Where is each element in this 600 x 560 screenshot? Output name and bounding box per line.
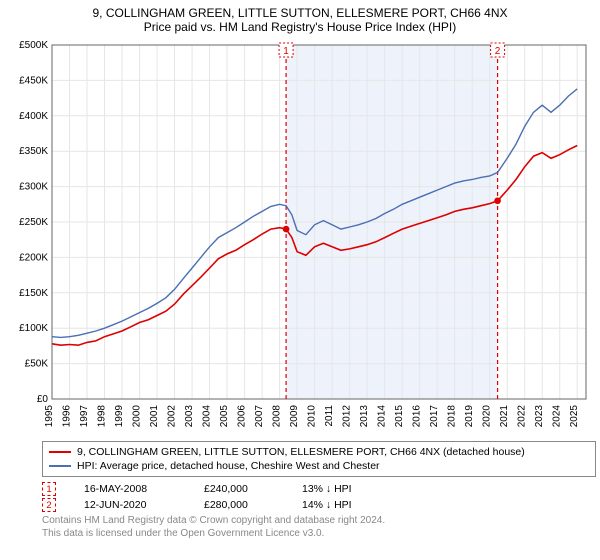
svg-text:1998: 1998 <box>97 404 108 427</box>
svg-text:2006: 2006 <box>237 404 248 427</box>
sale-date-2: 12-JUN-2020 <box>84 499 176 511</box>
legend-row-hpi: HPI: Average price, detached house, Ches… <box>49 459 589 473</box>
sale-hpi-2: 14% ↓ HPI <box>302 499 352 511</box>
chart-svg: £0 £50K £100K £150K £200K £250K £300K £350K £400… <box>10 37 590 437</box>
sale-price-1: £240,000 <box>204 483 274 495</box>
svg-text:2008: 2008 <box>272 404 283 427</box>
svg-text:2001: 2001 <box>149 404 160 427</box>
svg-text:2023: 2023 <box>534 404 545 427</box>
sale-hpi-1: 13% ↓ HPI <box>302 483 352 495</box>
svg-text:2012: 2012 <box>342 404 353 427</box>
svg-text:2009: 2009 <box>289 404 300 427</box>
title-block: 9, COLLINGHAM GREEN, LITTLE SUTTON, ELLE… <box>0 0 600 37</box>
svg-text:2021: 2021 <box>499 404 510 427</box>
svg-text:£500K: £500K <box>19 40 48 51</box>
license-line-2: This data is licensed under the Open Gov… <box>42 528 596 541</box>
svg-text:2002: 2002 <box>167 404 178 427</box>
svg-text:2015: 2015 <box>394 404 405 427</box>
sale-date-1: 16-MAY-2008 <box>84 483 176 495</box>
svg-text:£200K: £200K <box>19 252 48 263</box>
sale-marker-1: 1 <box>42 482 56 496</box>
svg-text:2017: 2017 <box>429 404 440 427</box>
svg-text:1: 1 <box>283 46 289 57</box>
sale-marker-2: 2 <box>42 498 56 512</box>
svg-text:2004: 2004 <box>202 404 213 427</box>
svg-text:2019: 2019 <box>464 404 475 427</box>
svg-text:£350K: £350K <box>19 146 48 157</box>
svg-text:2020: 2020 <box>482 404 493 427</box>
svg-text:2010: 2010 <box>307 404 318 427</box>
svg-text:2007: 2007 <box>254 404 265 427</box>
svg-text:2022: 2022 <box>517 404 528 427</box>
legend-row-property: 9, COLLINGHAM GREEN, LITTLE SUTTON, ELLE… <box>49 445 589 459</box>
svg-text:2024: 2024 <box>552 404 563 427</box>
svg-text:2011: 2011 <box>324 404 335 426</box>
title-line-1: 9, COLLINGHAM GREEN, LITTLE SUTTON, ELLE… <box>0 6 600 20</box>
sale-price-2: £280,000 <box>204 499 274 511</box>
footer: 9, COLLINGHAM GREEN, LITTLE SUTTON, ELLE… <box>42 441 596 540</box>
svg-text:£100K: £100K <box>19 323 48 334</box>
svg-text:2005: 2005 <box>219 404 230 427</box>
svg-text:2013: 2013 <box>359 404 370 427</box>
svg-text:£300K: £300K <box>19 181 48 192</box>
svg-text:2016: 2016 <box>412 404 423 427</box>
svg-text:1996: 1996 <box>62 404 73 427</box>
svg-text:2025: 2025 <box>569 404 580 427</box>
license-line-1: Contains HM Land Registry data © Crown c… <box>42 515 596 528</box>
legend-swatch-property <box>49 451 71 453</box>
svg-text:2: 2 <box>495 46 501 57</box>
sale-row-2: 2 12-JUN-2020 £280,000 14% ↓ HPI <box>42 497 596 513</box>
svg-text:£250K: £250K <box>19 217 48 228</box>
svg-text:1995: 1995 <box>44 404 55 427</box>
svg-text:£50K: £50K <box>25 358 49 369</box>
svg-text:1997: 1997 <box>79 404 90 427</box>
svg-text:£450K: £450K <box>19 75 48 86</box>
svg-text:1999: 1999 <box>114 404 125 427</box>
svg-text:2000: 2000 <box>132 404 143 427</box>
legend-label-hpi: HPI: Average price, detached house, Ches… <box>77 459 380 473</box>
sale-row-1: 1 16-MAY-2008 £240,000 13% ↓ HPI <box>42 481 596 497</box>
svg-text:2003: 2003 <box>184 404 195 427</box>
legend-swatch-hpi <box>49 465 71 467</box>
legend-label-property: 9, COLLINGHAM GREEN, LITTLE SUTTON, ELLE… <box>77 445 525 459</box>
chart-container: 9, COLLINGHAM GREEN, LITTLE SUTTON, ELLE… <box>0 0 600 560</box>
license-block: Contains HM Land Registry data © Crown c… <box>42 515 596 540</box>
svg-text:£150K: £150K <box>19 288 48 299</box>
svg-text:2014: 2014 <box>377 404 388 427</box>
chart-area: £0 £50K £100K £150K £200K £250K £300K £350K £400… <box>10 37 590 437</box>
svg-text:£0: £0 <box>37 394 49 405</box>
legend-box: 9, COLLINGHAM GREEN, LITTLE SUTTON, ELLE… <box>42 441 596 477</box>
svg-text:£400K: £400K <box>19 111 48 122</box>
title-line-2: Price paid vs. HM Land Registry's House … <box>0 20 600 34</box>
svg-text:2018: 2018 <box>447 404 458 427</box>
